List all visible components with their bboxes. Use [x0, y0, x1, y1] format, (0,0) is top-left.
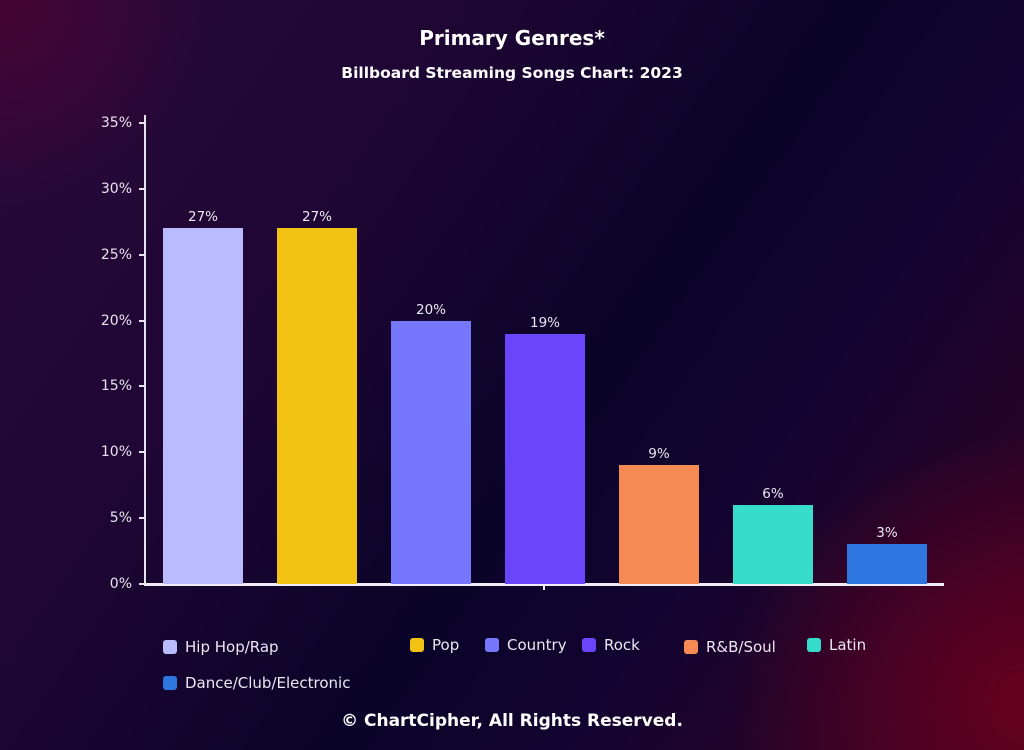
legend-swatch-icon [582, 638, 596, 652]
x-axis-tick [543, 585, 545, 590]
legend-swatch-icon [163, 676, 177, 690]
legend-item: Hip Hop/Rap [163, 638, 279, 656]
bar-country [391, 320, 471, 584]
y-tick-label: 30% [100, 180, 132, 197]
y-tick-label: 10% [100, 444, 132, 461]
y-tick-mark [139, 319, 145, 322]
bar-value-label: 20% [415, 301, 446, 318]
bar-rock [505, 333, 585, 584]
y-tick-mark [139, 122, 145, 124]
bar-value-label: 19% [529, 314, 560, 331]
copyright-footer: © ChartCipher, All Rights Reserved. [341, 711, 683, 731]
x-axis [144, 583, 944, 586]
legend-item: Pop [410, 636, 459, 654]
legend-swatch-icon [684, 640, 698, 654]
y-tick-label: 25% [100, 246, 132, 263]
bar-value-label: 27% [187, 209, 218, 226]
y-tick-mark [139, 385, 145, 388]
legend-label: Pop [432, 636, 460, 654]
y-tick-mark [139, 451, 145, 454]
legend-item: Latin [807, 636, 866, 654]
bar-value-label: 6% [762, 485, 784, 502]
legend-label: Latin [829, 636, 867, 654]
legend-label: Country [507, 636, 567, 654]
legend-item: Rock [582, 636, 640, 654]
legend-item: Dance/Club/Electronic [163, 674, 350, 692]
legend-swatch-icon [485, 638, 499, 652]
bar-value-label: 3% [876, 525, 898, 542]
legend-swatch-icon [163, 640, 177, 654]
bar-hip-hop-rap [163, 228, 243, 584]
bar-dance-club-electronic [847, 544, 927, 584]
y-tick-label: 35% [100, 115, 132, 131]
legend-label: Hip Hop/Rap [185, 638, 279, 656]
legend-item: Country [485, 636, 567, 654]
chart-title: Primary Genres* [419, 26, 605, 50]
bar-r-b-soul [619, 465, 699, 584]
legend-label: Rock [604, 636, 640, 654]
y-tick-label: 15% [100, 378, 132, 395]
legend-label: R&B/Soul [706, 638, 776, 656]
bar-value-label: 9% [648, 446, 670, 463]
legend-label: Dance/Club/Electronic [185, 674, 351, 692]
y-tick-mark [139, 583, 145, 585]
y-tick-mark [139, 517, 145, 520]
bar-value-label: 27% [301, 209, 332, 226]
legend-swatch-icon [410, 638, 424, 652]
y-axis [144, 115, 146, 585]
legend-swatch-icon [807, 638, 821, 652]
chart-subtitle: Billboard Streaming Songs Chart: 2023 [341, 64, 683, 82]
y-tick-mark [139, 253, 145, 256]
bar-pop [277, 228, 357, 584]
y-tick-label: 20% [100, 312, 132, 329]
legend-item: R&B/Soul [684, 638, 776, 656]
y-tick-mark [139, 187, 145, 190]
y-tick-label: 5% [109, 510, 132, 527]
y-tick-label: 0% [109, 576, 132, 592]
bar-latin [733, 504, 813, 584]
